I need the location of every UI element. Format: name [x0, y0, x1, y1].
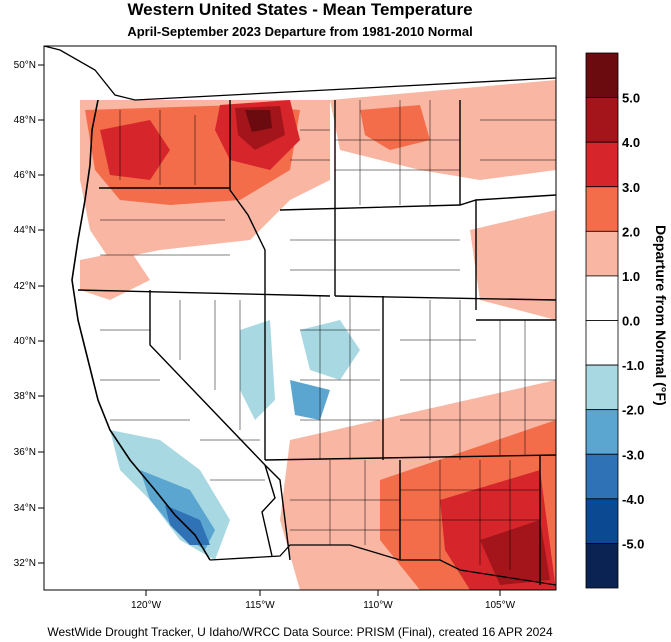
colorbar-swatch	[585, 320, 619, 366]
lon-label: 110°W	[363, 600, 393, 611]
colorbar: 5.0 4.0 3.0 2.0 1.0 0.0 -1.0 -2.0 -3.0 -4.0 -5.0	[585, 52, 644, 589]
lat-label: 44°N	[14, 225, 36, 236]
longitude-axis: 120°W 115°W 110°W 105°W	[131, 590, 516, 611]
colorbar-swatch	[585, 275, 619, 321]
lat-label: 50°N	[14, 60, 36, 71]
colorbar-label: 4.0	[622, 135, 640, 150]
latitude-axis: 50°N 48°N 46°N 44°N 42°N 40°N 38°N 36°N …	[14, 60, 44, 569]
colorbar-label: -5.0	[622, 536, 644, 551]
colorbar-swatch	[585, 186, 619, 232]
map-frame	[43, 45, 557, 591]
colorbar-swatch	[585, 453, 619, 500]
lat-label: 42°N	[14, 281, 36, 292]
lat-label: 48°N	[14, 115, 36, 126]
boundaries	[44, 46, 556, 586]
lat-label: 40°N	[14, 336, 36, 347]
cool-anomaly-regions	[110, 320, 360, 560]
colorbar-label: -4.0	[622, 492, 644, 507]
colorbar-label: 2.0	[622, 224, 640, 239]
lon-label: 120°W	[131, 600, 162, 611]
map-subtitle: April-September 2023 Departure from 1981…	[127, 24, 473, 39]
lat-label: 32°N	[14, 558, 36, 569]
lat-label: 46°N	[14, 170, 36, 181]
warm-anomaly-regions	[80, 80, 556, 590]
colorbar-swatch	[585, 52, 619, 98]
lon-label: 105°W	[485, 600, 516, 611]
lat-label: 34°N	[14, 503, 36, 514]
colorbar-label: 5.0	[622, 91, 640, 106]
colorbar-swatch	[585, 364, 619, 411]
lon-label: 115°W	[245, 600, 275, 611]
colorbar-label: -3.0	[622, 447, 644, 462]
colorbar-swatch	[585, 97, 619, 143]
map-content	[44, 46, 556, 590]
colorbar-swatch	[585, 498, 619, 544]
colorbar-swatch	[585, 543, 619, 589]
colorbar-label: 1.0	[622, 269, 640, 284]
colorbar-swatch	[585, 230, 619, 277]
colorbar-label: 0.0	[622, 314, 640, 329]
colorbar-title: Departure from Normal (°F)	[653, 225, 669, 406]
colorbar-label: 3.0	[622, 180, 640, 195]
colorbar-label: -2.0	[622, 403, 644, 418]
colorbar-swatch	[585, 141, 619, 188]
map-title: Western United States - Mean Temperature	[127, 0, 473, 19]
colorbar-swatch	[585, 409, 619, 455]
lat-label: 36°N	[14, 447, 36, 458]
colorbar-label: -1.0	[622, 358, 644, 373]
lat-label: 38°N	[14, 391, 36, 402]
footer-credit: WestWide Drought Tracker, U Idaho/WRCC D…	[47, 625, 553, 639]
